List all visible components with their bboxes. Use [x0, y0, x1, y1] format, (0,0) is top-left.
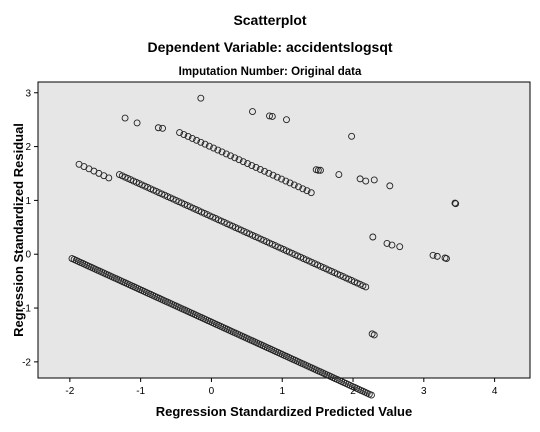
data-point — [261, 167, 268, 175]
y-tick-label: -1 — [22, 304, 31, 315]
x-axis: -2 -1 0 1 2 3 4 — [65, 378, 498, 397]
data-point — [133, 119, 141, 127]
data-point — [205, 142, 213, 150]
data-point — [303, 187, 311, 195]
data-point — [307, 189, 315, 197]
data-point — [197, 94, 205, 102]
data-point — [184, 133, 192, 140]
y-tick-label: -2 — [22, 357, 31, 368]
data-point — [180, 131, 188, 138]
data-point — [121, 114, 129, 122]
x-tick-label: 1 — [279, 386, 285, 397]
data-point — [282, 177, 290, 185]
data-point — [370, 331, 378, 339]
data-point — [386, 182, 394, 190]
y-tick-label: 3 — [25, 88, 31, 99]
data-point — [105, 174, 113, 182]
data-point — [248, 162, 256, 169]
data-point — [222, 150, 230, 158]
data-point — [268, 112, 276, 120]
data-point — [433, 252, 441, 260]
y-tick-label: 1 — [25, 196, 31, 207]
data-point — [290, 181, 298, 189]
data-point — [348, 132, 356, 140]
data-point — [452, 200, 460, 208]
data-point — [335, 171, 343, 179]
data-point — [396, 243, 404, 251]
data-points — [68, 94, 460, 399]
data-point — [252, 164, 260, 171]
data-point — [369, 233, 377, 241]
y-axis: -2 -1 0 1 2 3 — [22, 88, 38, 368]
data-point — [273, 173, 281, 181]
data-point — [244, 160, 251, 168]
y-tick-label: 0 — [25, 250, 31, 261]
data-point — [201, 140, 209, 148]
x-tick-label: 2 — [350, 386, 356, 397]
data-point — [295, 183, 302, 191]
data-point — [188, 134, 196, 142]
data-point — [239, 158, 247, 166]
data-point — [388, 241, 396, 249]
data-point — [451, 199, 459, 207]
x-tick-label: -1 — [136, 386, 145, 397]
data-point — [283, 116, 290, 124]
x-axis-label: Regression Standardized Predicted Value — [156, 404, 412, 419]
y-axis-label: Regression Standardized Residual — [11, 123, 26, 337]
data-point — [370, 176, 378, 184]
data-point — [314, 166, 322, 174]
x-tick-label: 0 — [209, 386, 215, 397]
data-point — [227, 152, 235, 160]
data-point — [362, 283, 370, 291]
data-point — [235, 156, 243, 164]
data-point — [317, 166, 324, 174]
data-point — [443, 255, 450, 262]
data-point — [269, 171, 277, 179]
data-point — [210, 144, 218, 152]
data-point — [231, 154, 239, 162]
x-tick-label: 4 — [492, 386, 498, 397]
data-point — [383, 239, 391, 247]
chart-subtitle: Dependent Variable: accidentslogsqt — [147, 39, 392, 55]
data-point — [193, 136, 201, 144]
data-point — [367, 391, 375, 399]
y-tick-label: 2 — [25, 142, 31, 153]
data-point — [154, 124, 162, 132]
data-point — [278, 175, 285, 183]
panel-title: Imputation Number: Original data — [179, 66, 362, 78]
data-point — [214, 146, 222, 154]
data-point — [265, 169, 273, 177]
data-point — [362, 177, 370, 185]
x-tick-label: -2 — [65, 386, 74, 397]
data-point — [218, 148, 226, 156]
data-point — [299, 185, 307, 193]
data-point — [266, 112, 273, 120]
data-point — [256, 165, 264, 173]
data-point — [176, 129, 184, 137]
plot-panel — [37, 81, 531, 379]
data-point — [429, 251, 437, 259]
data-point — [197, 138, 205, 146]
x-tick-label: 3 — [421, 386, 427, 397]
data-point — [249, 108, 256, 116]
data-point — [286, 179, 294, 187]
chart-title: Scatterplot — [233, 12, 306, 28]
data-point — [159, 124, 167, 132]
